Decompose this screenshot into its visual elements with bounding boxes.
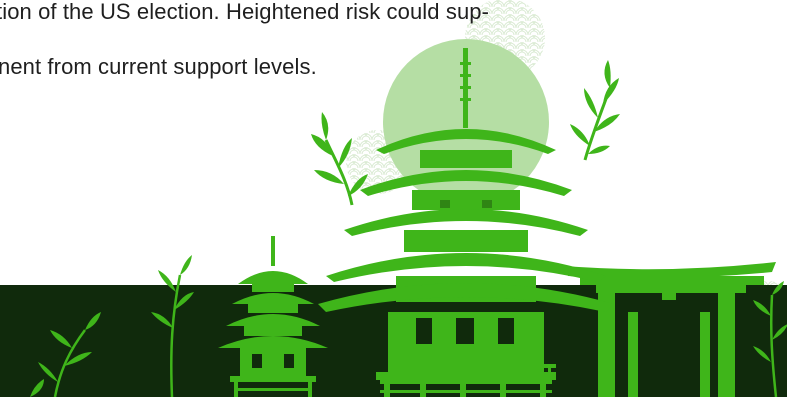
pagoda-icon bbox=[318, 48, 614, 397]
bamboo-icon bbox=[30, 60, 787, 397]
torii-gate-icon bbox=[564, 262, 776, 397]
paragraph-line-1: tion of the US election. Heightened risk… bbox=[0, 0, 490, 24]
paragraph-line-2: nent from current support levels. bbox=[0, 54, 317, 79]
small-pagoda-icon bbox=[218, 236, 328, 397]
